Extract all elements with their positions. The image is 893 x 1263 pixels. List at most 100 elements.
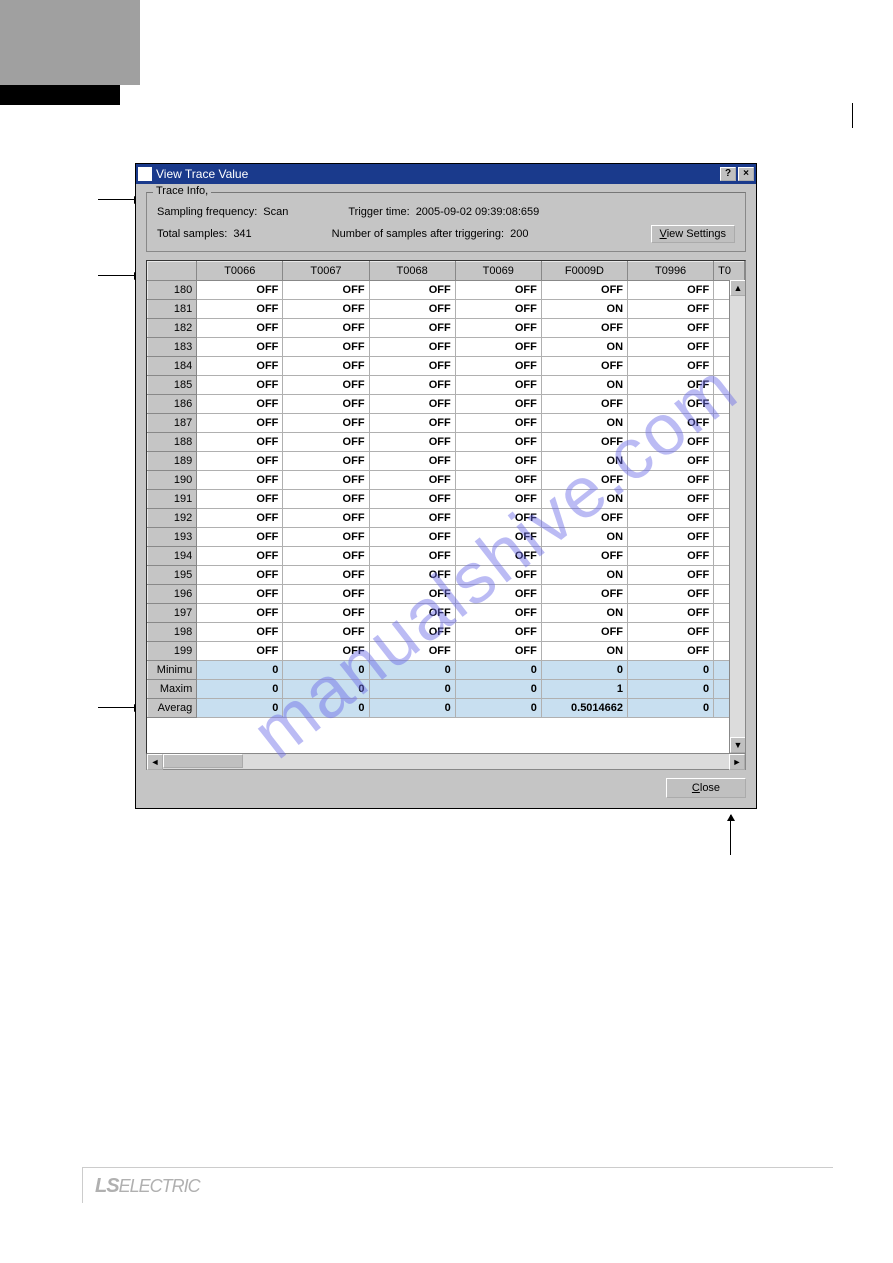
- data-cell[interactable]: OFF: [628, 471, 714, 490]
- scroll-thumb[interactable]: [163, 754, 243, 768]
- data-cell[interactable]: OFF: [283, 433, 369, 452]
- data-cell[interactable]: OFF: [369, 300, 455, 319]
- row-header[interactable]: 196: [148, 585, 197, 604]
- data-cell[interactable]: OFF: [628, 623, 714, 642]
- data-cell[interactable]: OFF: [283, 452, 369, 471]
- data-cell[interactable]: OFF: [369, 338, 455, 357]
- data-cell[interactable]: OFF: [455, 376, 541, 395]
- column-header[interactable]: T0069: [455, 262, 541, 281]
- data-cell[interactable]: OFF: [541, 433, 627, 452]
- row-header[interactable]: 199: [148, 642, 197, 661]
- data-cell[interactable]: OFF: [455, 490, 541, 509]
- table-row[interactable]: 196OFFOFFOFFOFFOFFOFF: [148, 585, 745, 604]
- data-cell[interactable]: OFF: [369, 471, 455, 490]
- data-cell[interactable]: OFF: [283, 623, 369, 642]
- data-cell[interactable]: OFF: [283, 376, 369, 395]
- data-cell[interactable]: ON: [541, 528, 627, 547]
- data-cell[interactable]: OFF: [628, 490, 714, 509]
- data-cell[interactable]: ON: [541, 642, 627, 661]
- data-cell[interactable]: OFF: [369, 547, 455, 566]
- data-cell[interactable]: OFF: [197, 623, 283, 642]
- data-cell[interactable]: OFF: [455, 547, 541, 566]
- row-header[interactable]: 182: [148, 319, 197, 338]
- scroll-track[interactable]: [730, 296, 745, 737]
- table-row[interactable]: 184OFFOFFOFFOFFOFFOFF: [148, 357, 745, 376]
- data-cell[interactable]: OFF: [628, 585, 714, 604]
- data-cell[interactable]: ON: [541, 338, 627, 357]
- table-row[interactable]: 190OFFOFFOFFOFFOFFOFF: [148, 471, 745, 490]
- data-cell[interactable]: OFF: [197, 433, 283, 452]
- table-row[interactable]: 198OFFOFFOFFOFFOFFOFF: [148, 623, 745, 642]
- data-cell[interactable]: OFF: [455, 395, 541, 414]
- row-header[interactable]: 185: [148, 376, 197, 395]
- table-row[interactable]: 186OFFOFFOFFOFFOFFOFF: [148, 395, 745, 414]
- row-header[interactable]: 187: [148, 414, 197, 433]
- data-cell[interactable]: OFF: [369, 566, 455, 585]
- scroll-right-icon[interactable]: ►: [729, 754, 745, 770]
- data-cell[interactable]: OFF: [628, 547, 714, 566]
- horizontal-scrollbar[interactable]: ◄ ►: [146, 754, 746, 770]
- data-cell[interactable]: OFF: [283, 490, 369, 509]
- data-cell[interactable]: OFF: [455, 433, 541, 452]
- data-cell[interactable]: OFF: [369, 623, 455, 642]
- table-row[interactable]: 191OFFOFFOFFOFFONOFF: [148, 490, 745, 509]
- data-cell[interactable]: OFF: [369, 490, 455, 509]
- data-cell[interactable]: OFF: [628, 414, 714, 433]
- data-cell[interactable]: OFF: [283, 357, 369, 376]
- row-header[interactable]: 186: [148, 395, 197, 414]
- data-cell[interactable]: ON: [541, 376, 627, 395]
- data-cell[interactable]: OFF: [197, 642, 283, 661]
- data-cell[interactable]: OFF: [283, 509, 369, 528]
- data-cell[interactable]: OFF: [369, 642, 455, 661]
- table-row[interactable]: 183OFFOFFOFFOFFONOFF: [148, 338, 745, 357]
- data-cell[interactable]: OFF: [283, 604, 369, 623]
- data-cell[interactable]: OFF: [197, 414, 283, 433]
- row-header[interactable]: 190: [148, 471, 197, 490]
- data-cell[interactable]: OFF: [455, 623, 541, 642]
- data-cell[interactable]: OFF: [369, 433, 455, 452]
- data-cell[interactable]: OFF: [455, 281, 541, 300]
- table-row[interactable]: 182OFFOFFOFFOFFOFFOFF: [148, 319, 745, 338]
- data-cell[interactable]: OFF: [197, 281, 283, 300]
- data-cell[interactable]: OFF: [455, 471, 541, 490]
- data-cell[interactable]: OFF: [369, 376, 455, 395]
- column-header[interactable]: T0068: [369, 262, 455, 281]
- data-cell[interactable]: OFF: [455, 642, 541, 661]
- table-row[interactable]: 188OFFOFFOFFOFFOFFOFF: [148, 433, 745, 452]
- close-x-button[interactable]: ×: [738, 167, 754, 181]
- table-row[interactable]: 180OFFOFFOFFOFFOFFOFF: [148, 281, 745, 300]
- data-cell[interactable]: OFF: [283, 300, 369, 319]
- data-cell[interactable]: OFF: [455, 509, 541, 528]
- data-cell[interactable]: OFF: [628, 338, 714, 357]
- data-cell[interactable]: OFF: [283, 395, 369, 414]
- data-cell[interactable]: OFF: [369, 452, 455, 471]
- table-row[interactable]: 195OFFOFFOFFOFFONOFF: [148, 566, 745, 585]
- data-cell[interactable]: OFF: [197, 338, 283, 357]
- data-cell[interactable]: OFF: [283, 281, 369, 300]
- data-cell[interactable]: OFF: [541, 623, 627, 642]
- table-row[interactable]: 193OFFOFFOFFOFFONOFF: [148, 528, 745, 547]
- data-cell[interactable]: OFF: [628, 642, 714, 661]
- data-cell[interactable]: OFF: [541, 281, 627, 300]
- data-cell[interactable]: OFF: [369, 395, 455, 414]
- view-settings-button[interactable]: View Settings: [651, 225, 735, 243]
- data-cell[interactable]: OFF: [455, 319, 541, 338]
- data-cell[interactable]: OFF: [628, 566, 714, 585]
- data-cell[interactable]: ON: [541, 300, 627, 319]
- data-cell[interactable]: OFF: [369, 281, 455, 300]
- row-header[interactable]: 184: [148, 357, 197, 376]
- data-cell[interactable]: ON: [541, 604, 627, 623]
- data-cell[interactable]: OFF: [628, 433, 714, 452]
- data-cell[interactable]: OFF: [455, 300, 541, 319]
- table-row[interactable]: 187OFFOFFOFFOFFONOFF: [148, 414, 745, 433]
- data-cell[interactable]: OFF: [197, 471, 283, 490]
- data-cell[interactable]: OFF: [628, 357, 714, 376]
- scroll-left-icon[interactable]: ◄: [147, 754, 163, 770]
- data-cell[interactable]: OFF: [197, 452, 283, 471]
- data-cell[interactable]: OFF: [283, 566, 369, 585]
- data-cell[interactable]: OFF: [541, 319, 627, 338]
- row-header[interactable]: 197: [148, 604, 197, 623]
- data-cell[interactable]: OFF: [283, 338, 369, 357]
- table-row[interactable]: 189OFFOFFOFFOFFONOFF: [148, 452, 745, 471]
- data-cell[interactable]: OFF: [455, 414, 541, 433]
